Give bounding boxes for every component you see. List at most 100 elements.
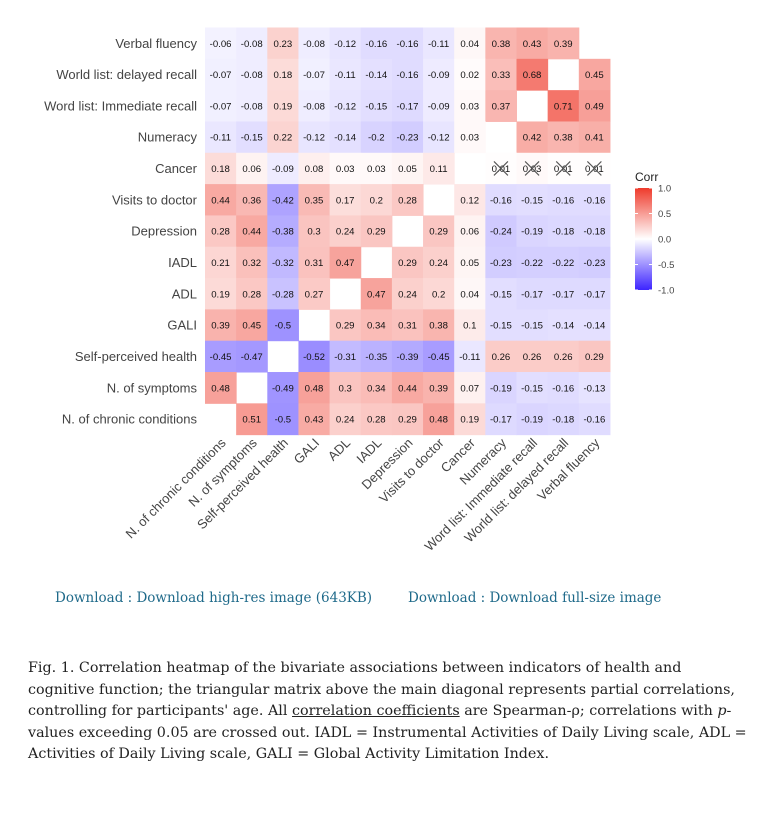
heatmap-cell xyxy=(267,121,299,154)
cell-value-label: 0.22 xyxy=(274,133,293,144)
heatmap-cell xyxy=(267,90,299,122)
correlation-coefficients-link[interactable]: correlation coefficients xyxy=(292,703,460,719)
row-label: ADL xyxy=(172,286,197,301)
cell-value-label: 0.48 xyxy=(211,383,230,394)
cell-value-label: -0.23 xyxy=(397,133,419,144)
cell-value-label: 0.03 xyxy=(336,164,355,175)
heatmap-cell xyxy=(454,58,486,91)
cell-value-label: 0.03 xyxy=(523,164,542,175)
cell-value-label: -0.22 xyxy=(521,258,543,269)
cell-value-label: -0.23 xyxy=(490,258,512,269)
cell-value-label: -0.19 xyxy=(490,383,512,394)
heatmap-cell xyxy=(236,121,268,154)
cell-value-label: 0.29 xyxy=(336,321,355,332)
heatmap-cell xyxy=(329,152,362,185)
heatmap-cell xyxy=(516,121,549,154)
figure-caption: Fig. 1. Correlation heatmap of the bivar… xyxy=(28,658,748,766)
heatmap-cell xyxy=(454,246,486,279)
heatmap-cell xyxy=(205,372,237,404)
cell-value-label: 0.48 xyxy=(305,383,324,394)
cell-value-label: -0.16 xyxy=(490,195,512,206)
cell-value-label: 0.19 xyxy=(460,415,479,426)
heatmap-cell xyxy=(578,340,611,373)
heatmap-cell xyxy=(205,121,237,154)
row-label: GALI xyxy=(167,318,197,333)
cell-value-label: -0.28 xyxy=(272,289,294,300)
heatmap-cell xyxy=(360,403,393,436)
row-label: Numeracy xyxy=(138,130,198,145)
heatmap-cell xyxy=(423,309,455,342)
cell-value-label: -0.18 xyxy=(583,227,605,238)
heatmap-cell xyxy=(578,90,611,122)
cell-value-label: -0.12 xyxy=(303,133,325,144)
caption-text-3: -values exceeding 0.05 are crossed out. … xyxy=(28,703,747,762)
heatmap-cell xyxy=(391,278,424,310)
heatmap-cell xyxy=(391,27,424,60)
heatmap-cell xyxy=(267,309,299,342)
heatmap-cell xyxy=(236,215,268,248)
heatmap-cell xyxy=(205,27,237,60)
cell-value-label: -0.15 xyxy=(521,195,543,206)
heatmap-cell xyxy=(578,372,611,404)
cell-value-label: 0.3 xyxy=(339,383,352,394)
heatmap-cell xyxy=(423,121,455,154)
cross-out-mark xyxy=(493,161,509,176)
heatmap-cell xyxy=(236,90,268,122)
cell-value-label: 0.42 xyxy=(523,133,542,144)
heatmap-cell xyxy=(298,152,331,185)
heatmap-cell xyxy=(360,372,393,404)
cell-value-label: 0.24 xyxy=(336,415,355,426)
heatmap-cell xyxy=(454,215,486,248)
heatmap-cell xyxy=(205,58,237,91)
heatmap-cell xyxy=(205,184,237,216)
heatmap-cell xyxy=(205,215,237,248)
heatmap-cell xyxy=(391,58,424,91)
cell-value-label: -0.16 xyxy=(552,383,574,394)
heatmap-cell xyxy=(391,246,424,279)
cell-value-label: 0.28 xyxy=(242,289,261,300)
cell-value-label: -0.16 xyxy=(552,195,574,206)
heatmap-cell xyxy=(485,340,517,373)
heatmap-cell xyxy=(423,215,455,248)
cell-value-label: 0.35 xyxy=(305,195,324,206)
cell-value-label: 0.01 xyxy=(585,164,604,175)
cell-value-label: -0.45 xyxy=(428,352,450,363)
heatmap-cell xyxy=(236,184,268,216)
cell-value-label: -0.17 xyxy=(521,289,543,300)
cell-value-label: -0.15 xyxy=(365,101,387,112)
heatmap-cell xyxy=(578,278,611,310)
row-label: N. of chronic conditions xyxy=(62,412,198,427)
heatmap-cell xyxy=(454,340,486,373)
heatmap-cell xyxy=(267,403,299,436)
cell-value-label: -0.08 xyxy=(241,101,263,112)
cell-value-label: 0.37 xyxy=(492,101,511,112)
heatmap-cell xyxy=(516,184,549,216)
cell-value-label: 0.41 xyxy=(585,133,604,144)
heatmap-cell xyxy=(298,246,331,279)
cell-value-label: 0.07 xyxy=(460,383,479,394)
cell-value-label: 0.45 xyxy=(585,70,604,81)
download-high-res-link[interactable]: Download : Download high-res image (643K… xyxy=(55,590,373,606)
caption-text-1: Fig. 1. Correlation heatmap of the bivar… xyxy=(28,660,735,719)
cell-value-label: -0.12 xyxy=(334,101,356,112)
heatmap-cell xyxy=(454,121,486,154)
heatmap-cell xyxy=(298,90,331,122)
cell-value-label: -0.24 xyxy=(490,227,513,238)
cell-value-label: 0.49 xyxy=(585,101,604,112)
heatmap-cell xyxy=(578,309,611,342)
cell-value-label: 0.03 xyxy=(460,101,479,112)
cell-value-label: -0.17 xyxy=(490,415,512,426)
cell-value-label: 0.17 xyxy=(336,195,355,206)
cell-value-label: -0.09 xyxy=(428,101,450,112)
heatmap-cell xyxy=(485,278,517,310)
cell-value-label: 0.39 xyxy=(554,39,573,50)
cell-value-label: 0.21 xyxy=(211,258,230,269)
cell-value-label: 0.26 xyxy=(492,352,511,363)
heatmap-cell xyxy=(454,184,486,216)
cell-value-label: -0.49 xyxy=(272,383,294,394)
download-full-size-link[interactable]: Download : Download full-size image xyxy=(408,590,662,606)
cell-value-label: -0.11 xyxy=(428,39,449,50)
heatmap-cells: -0.06 -0.08 0.23 -0.08 -0.12 -0.16 -0.16 -0.11 0… xyxy=(205,27,611,436)
heatmap-cell xyxy=(423,27,455,60)
